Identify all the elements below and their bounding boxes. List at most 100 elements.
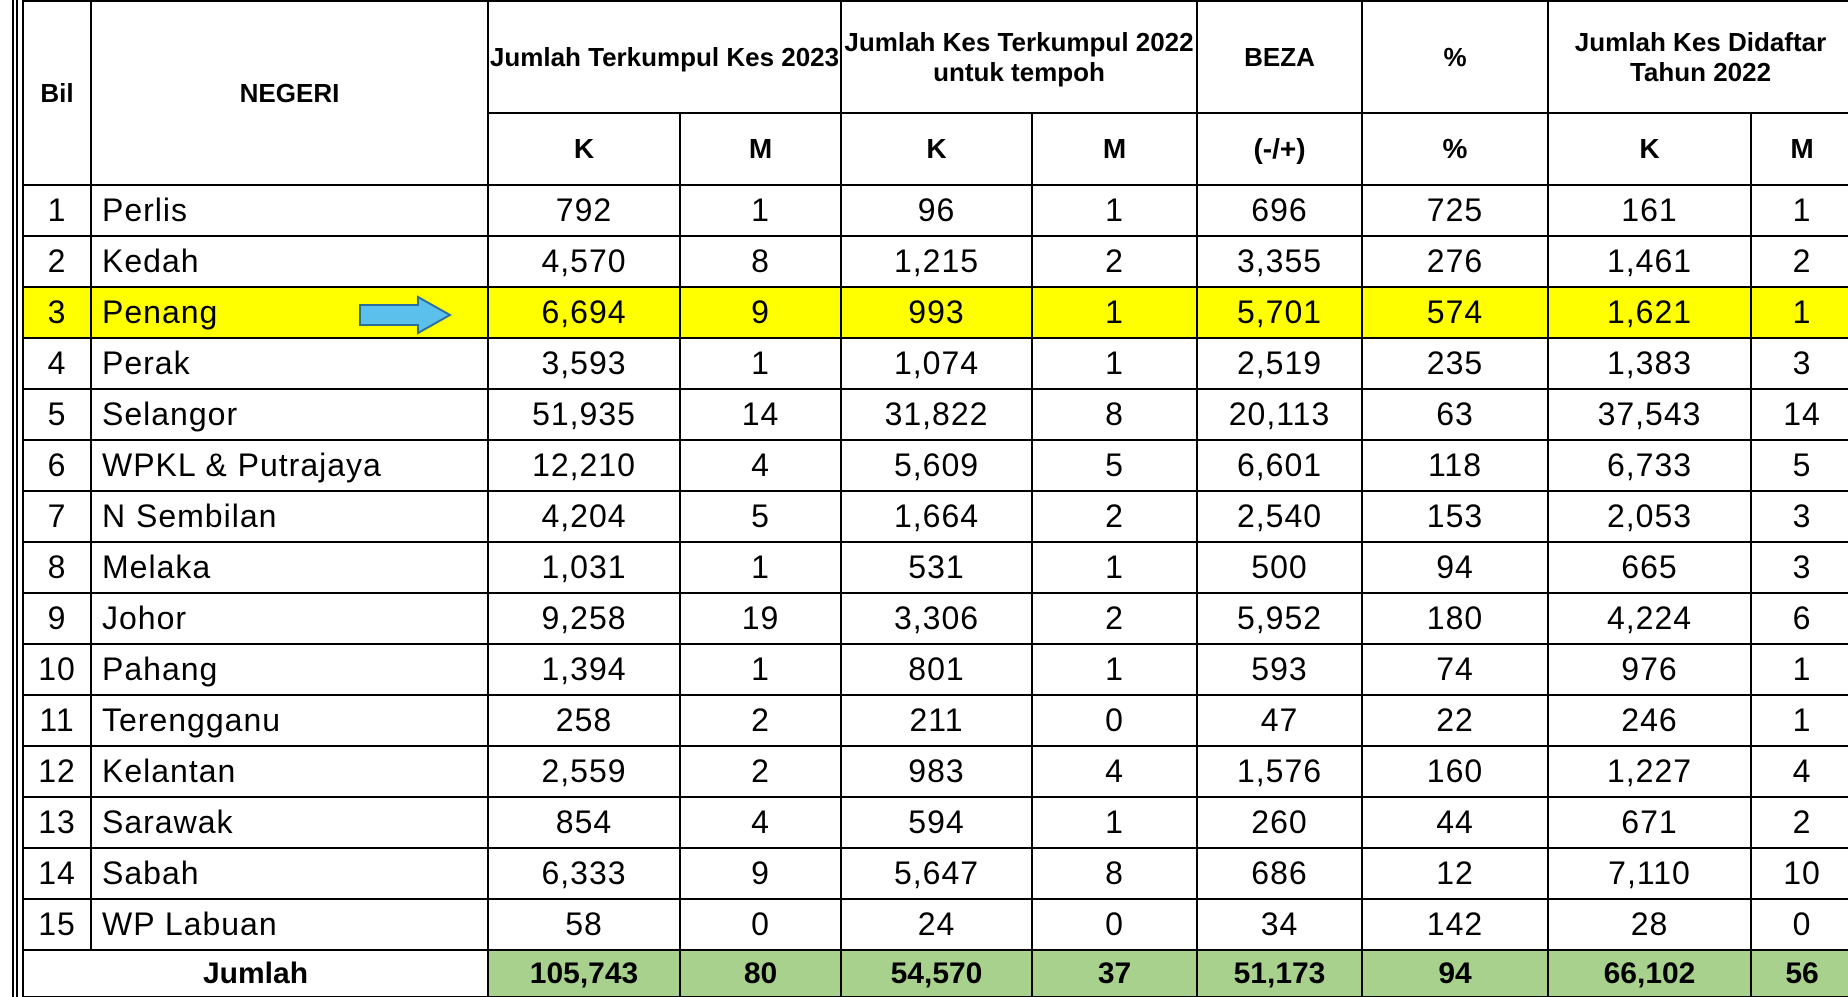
value-cell: 5 bbox=[679, 490, 842, 543]
data-row: 10 Pahang 1,394 1 801 1 593 74 976 1 bbox=[22, 643, 1848, 696]
value-cell: 5 bbox=[22, 388, 92, 441]
value-cell: 14 bbox=[1750, 388, 1848, 441]
header-cell: Jumlah Terkumpul Kes 2023 bbox=[487, 0, 842, 114]
value-cell: 5 bbox=[1031, 439, 1198, 492]
total-cell: 66,102 bbox=[1547, 949, 1752, 997]
value-cell: 1 bbox=[1031, 184, 1198, 237]
value-cell: 4 bbox=[1031, 745, 1198, 798]
subheader-cell: K bbox=[840, 112, 1033, 186]
value-cell: 1 bbox=[1750, 184, 1848, 237]
value-cell: 0 bbox=[1031, 694, 1198, 747]
state-cell: Perak bbox=[90, 337, 489, 390]
state-cell: WP Labuan bbox=[90, 898, 489, 951]
value-cell: 500 bbox=[1196, 541, 1363, 594]
value-cell: 0 bbox=[679, 898, 842, 951]
total-cell: 54,570 bbox=[840, 949, 1033, 997]
value-cell: 1 bbox=[1750, 643, 1848, 696]
data-row: 9 Johor 9,258 19 3,306 2 5,952 180 4,224 6 bbox=[22, 592, 1848, 645]
value-cell: 5,701 bbox=[1196, 286, 1363, 339]
value-cell: 74 bbox=[1361, 643, 1549, 696]
data-row: 5 Selangor 51,935 14 31,822 8 20,113 63 37,543 14 bbox=[22, 388, 1848, 441]
value-cell: 801 bbox=[840, 643, 1033, 696]
value-cell: 671 bbox=[1547, 796, 1752, 849]
value-cell: 246 bbox=[1547, 694, 1752, 747]
value-cell: 2,053 bbox=[1547, 490, 1752, 543]
total-cell: 105,743 bbox=[487, 949, 681, 997]
value-cell: 14 bbox=[679, 388, 842, 441]
header-cell: NEGERI bbox=[90, 0, 489, 186]
value-cell: 1 bbox=[679, 643, 842, 696]
value-cell: 8 bbox=[22, 541, 92, 594]
data-row: 1 Perlis 792 1 96 1 696 725 161 1 bbox=[22, 184, 1848, 237]
value-cell: 6 bbox=[1750, 592, 1848, 645]
table-body: 1 Perlis 792 1 96 1 696 725 161 1 2 Kedah 4,570 8 1,21… bbox=[22, 184, 1848, 997]
value-cell: 1,394 bbox=[487, 643, 681, 696]
value-cell: 1 bbox=[1031, 796, 1198, 849]
value-cell: 2 bbox=[22, 235, 92, 288]
value-cell: 180 bbox=[1361, 592, 1549, 645]
value-cell: 4 bbox=[679, 796, 842, 849]
value-cell: 1 bbox=[679, 337, 842, 390]
value-cell: 22 bbox=[1361, 694, 1549, 747]
value-cell: 1,576 bbox=[1196, 745, 1363, 798]
value-cell: 3 bbox=[22, 286, 92, 339]
arrow-icon bbox=[359, 295, 453, 335]
value-cell: 6 bbox=[22, 439, 92, 492]
value-cell: 161 bbox=[1547, 184, 1752, 237]
value-cell: 0 bbox=[1750, 898, 1848, 951]
value-cell: 686 bbox=[1196, 847, 1363, 900]
value-cell: 8 bbox=[1031, 388, 1198, 441]
value-cell: 2 bbox=[1750, 235, 1848, 288]
value-cell: 1,621 bbox=[1547, 286, 1752, 339]
header-cell: % bbox=[1361, 0, 1549, 114]
value-cell: 5,609 bbox=[840, 439, 1033, 492]
value-cell: 24 bbox=[840, 898, 1033, 951]
value-cell: 1 bbox=[1031, 337, 1198, 390]
value-cell: 1 bbox=[679, 541, 842, 594]
state-cell: WPKL & Putrajaya bbox=[90, 439, 489, 492]
value-cell: 665 bbox=[1547, 541, 1752, 594]
value-cell: 531 bbox=[840, 541, 1033, 594]
data-row: 13 Sarawak 854 4 594 1 260 44 671 2 bbox=[22, 796, 1848, 849]
total-cell: 56 bbox=[1750, 949, 1848, 997]
subheader-cell: (-/+) bbox=[1196, 112, 1363, 186]
data-row: 3 Penang 6,694 9 993 1 5,701 574 1,621 1 bbox=[22, 286, 1848, 339]
value-cell: 1 bbox=[1031, 286, 1198, 339]
value-cell: 118 bbox=[1361, 439, 1549, 492]
value-cell: 20,113 bbox=[1196, 388, 1363, 441]
value-cell: 1,461 bbox=[1547, 235, 1752, 288]
value-cell: 13 bbox=[22, 796, 92, 849]
value-cell: 1 bbox=[679, 184, 842, 237]
value-cell: 9,258 bbox=[487, 592, 681, 645]
data-row: 14 Sabah 6,333 9 5,647 8 686 12 7,110 10 bbox=[22, 847, 1848, 900]
value-cell: 37,543 bbox=[1547, 388, 1752, 441]
header-cell: Jumlah Kes Terkumpul 2022 untuk tempoh bbox=[840, 0, 1198, 114]
value-cell: 3,593 bbox=[487, 337, 681, 390]
value-cell: 4 bbox=[22, 337, 92, 390]
state-cell: Kelantan bbox=[90, 745, 489, 798]
value-cell: 12,210 bbox=[487, 439, 681, 492]
value-cell: 7 bbox=[22, 490, 92, 543]
value-cell: 44 bbox=[1361, 796, 1549, 849]
value-cell: 11 bbox=[22, 694, 92, 747]
total-cell: 94 bbox=[1361, 949, 1549, 997]
total-cell: 51,173 bbox=[1196, 949, 1363, 997]
value-cell: 983 bbox=[840, 745, 1033, 798]
total-cell: 37 bbox=[1031, 949, 1198, 997]
total-cell: 80 bbox=[679, 949, 842, 997]
value-cell: 1 bbox=[1031, 541, 1198, 594]
data-row: 8 Melaka 1,031 1 531 1 500 94 665 3 bbox=[22, 541, 1848, 594]
value-cell: 160 bbox=[1361, 745, 1549, 798]
value-cell: 7,110 bbox=[1547, 847, 1752, 900]
value-cell: 2 bbox=[1031, 592, 1198, 645]
subheader-cell: M bbox=[1750, 112, 1848, 186]
header-cell: Bil bbox=[22, 0, 92, 186]
value-cell: 792 bbox=[487, 184, 681, 237]
subheader-cell: K bbox=[487, 112, 681, 186]
subheader-row: K M K M (-/+)% K M bbox=[23, 112, 1848, 186]
value-cell: 142 bbox=[1361, 898, 1549, 951]
data-row: 11 Terengganu 258 2 211 0 47 22 246 1 bbox=[22, 694, 1848, 747]
state-cell: Selangor bbox=[90, 388, 489, 441]
value-cell: 1,031 bbox=[487, 541, 681, 594]
